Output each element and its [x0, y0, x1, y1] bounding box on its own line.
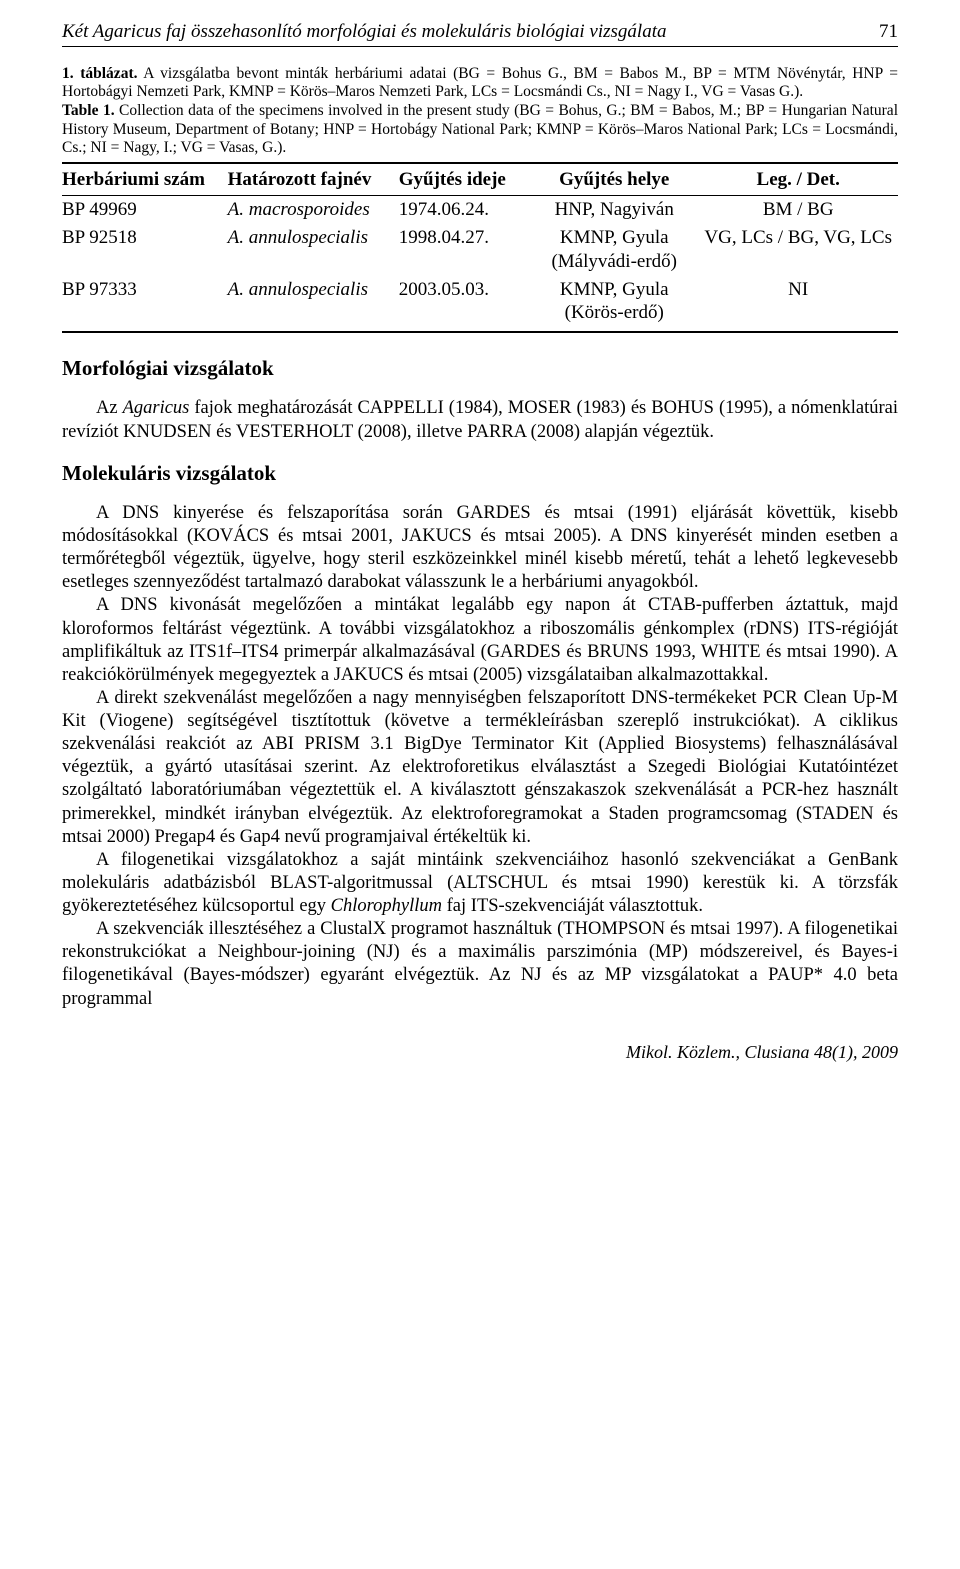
col-species: Határozott fajnév — [228, 163, 399, 196]
section-heading: Morfológiai vizsgálatok — [62, 355, 898, 381]
page-footer: Mikol. Közlem., Clusiana 48(1), 2009 — [62, 1041, 898, 1064]
paragraph: A direkt szekvenálást megelőzően a nagy … — [62, 687, 898, 849]
paragraph: Az Agaricus fajok meghatározását CAPPELL… — [62, 397, 898, 443]
table-caption: 1. táblázat. A vizsgálatba bevont minták… — [62, 65, 898, 158]
cell: BP 92518 — [62, 224, 228, 276]
cell: 2003.05.03. — [399, 276, 530, 333]
table-row: BP 92518 A. annulospecialis 1998.04.27. … — [62, 224, 898, 276]
text-italic: Chlorophyllum — [331, 896, 442, 916]
text: faj ITS-szekvenciáját választottuk. — [442, 896, 703, 916]
cell: BP 49969 — [62, 196, 228, 224]
cell: 1974.06.24. — [399, 196, 530, 224]
section-heading: Molekuláris vizsgálatok — [62, 460, 898, 486]
running-head: Két Agaricus faj összehasonlító morfológ… — [62, 20, 898, 47]
specimens-table: Herbáriumi szám Határozott fajnév Gyűjté… — [62, 162, 898, 334]
col-herbarium: Herbáriumi szám — [62, 163, 228, 196]
table-header-row: Herbáriumi szám Határozott fajnév Gyűjté… — [62, 163, 898, 196]
table-row: BP 97333 A. annulospecialis 2003.05.03. … — [62, 276, 898, 333]
col-place: Gyűjtés helye — [530, 163, 704, 196]
cell: 1998.04.27. — [399, 224, 530, 276]
text-italic: Agaricus — [123, 398, 190, 418]
paragraph: A DNS kivonását megelőzően a mintákat le… — [62, 594, 898, 687]
caption-hu-text: A vizsgálatba bevont minták herbáriumi a… — [62, 65, 898, 101]
cell: A. annulospecialis — [228, 276, 399, 333]
cell: VG, LCs / BG, VG, LCs — [704, 224, 898, 276]
caption-en-label: Table 1. — [62, 102, 115, 119]
cell: HNP, Nagyiván — [530, 196, 704, 224]
cell: BP 97333 — [62, 276, 228, 333]
cell: NI — [704, 276, 898, 333]
cell: KMNP, Gyula (Körös-erdő) — [530, 276, 704, 333]
col-date: Gyűjtés ideje — [399, 163, 530, 196]
paragraph: A filogenetikai vizsgálatokhoz a saját m… — [62, 849, 898, 918]
paragraph: A szekvenciák illesztéséhez a ClustalX p… — [62, 918, 898, 1011]
table-row: BP 49969 A. macrosporoides 1974.06.24. H… — [62, 196, 898, 224]
running-title: Két Agaricus faj összehasonlító morfológ… — [62, 20, 667, 44]
caption-en-text: Collection data of the specimens involve… — [62, 102, 898, 156]
col-legdet: Leg. / Det. — [704, 163, 898, 196]
cell: BM / BG — [704, 196, 898, 224]
cell: A. macrosporoides — [228, 196, 399, 224]
cell: KMNP, Gyula (Mályvádi-erdő) — [530, 224, 704, 276]
paragraph: A DNS kinyerése és felszaporítása során … — [62, 502, 898, 595]
text: Az — [96, 398, 123, 418]
cell: A. annulospecialis — [228, 224, 399, 276]
caption-hu-label: 1. táblázat. — [62, 65, 137, 82]
page-number: 71 — [879, 20, 898, 44]
